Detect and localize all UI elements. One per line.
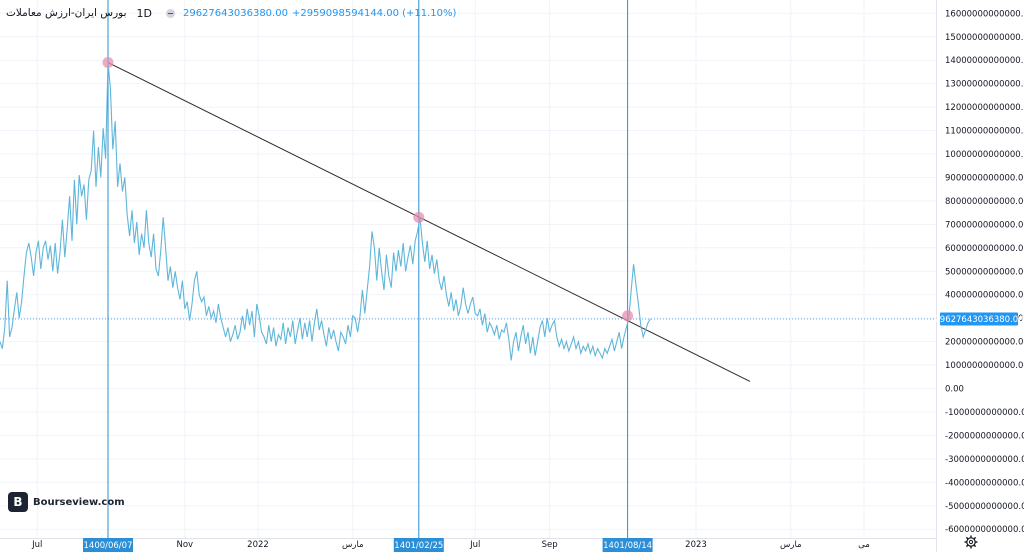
y-tick-label: 7000000000000.00 [945,220,1024,230]
price-tag-box [940,312,1018,326]
y-tick-label: -5000000000000.00 [945,502,1024,512]
y-tick-label: 4000000000000.00 [945,291,1024,301]
y-axis[interactable]: 16000000000000.00 15000000000000.00 140000… [945,9,1024,535]
y-tick-label: 12000000000000.00 [945,103,1024,113]
change-value: +2959098594144.00 (+11.10%) [291,7,457,19]
y-tick-label: 1000000000000.00 [945,361,1024,371]
y-tick-label: 9000000000000.00 [945,173,1024,183]
y-tick-label: 6000000000000.00 [945,244,1024,254]
last-value: 29627643036380.00 [182,7,288,19]
y-tick-label: -3000000000000.00 [945,455,1024,465]
bourseview-logo: B Bourseview.com [8,492,125,512]
y-tick-label: 13000000000000.00 [945,80,1024,90]
timeframe-label[interactable]: 1D [136,6,152,20]
x-tick-label: مارس [780,540,802,550]
x-axis[interactable]: Jul Nov 2022 مارس Jul Sep 2023 مارس می [31,540,870,550]
x-tick-label: 2023 [685,540,707,550]
bourseview-logo-text: Bourseview.com [33,496,125,508]
gear-icon[interactable] [964,535,978,549]
trend-touch-point [413,211,425,223]
date-tag-label: 1400/06/07 [84,541,133,551]
y-tick-label: 0.00 [945,385,964,395]
vertical-markers [107,0,629,538]
x-tick-label: می [858,540,870,550]
last-price-tag: 29627643036380.00 [934,312,1024,326]
vertical-marker-labels: 1400/06/07 1401/02/25 1401/08/14 [83,538,653,552]
y-tick-label: -6000000000000.00 [945,525,1024,535]
trendline[interactable] [107,62,751,382]
y-tick-label: 8000000000000.00 [945,197,1024,207]
x-tick-label: Nov [177,540,194,550]
y-tick-label: -2000000000000.00 [945,431,1024,441]
date-tag-box [602,538,653,552]
x-tick-label: Jul [469,540,480,550]
legend: بورس ایران-ارزش معاملات 1D 2962764303638… [6,4,456,22]
y-tick-label: 15000000000000.00 [945,33,1024,43]
x-tick-label: 2022 [247,540,269,550]
date-tag-box [393,538,444,552]
date-tag-label: 1401/02/25 [394,541,443,551]
y-tick-label: -4000000000000.00 [945,478,1024,488]
y-tick-label: 5000000000000.00 [945,267,1024,277]
x-tick-label: Sep [542,540,558,550]
y-tick-label: 16000000000000.00 [945,9,1024,19]
touch-markers [102,57,634,322]
bourseview-logo-icon: B [8,492,28,512]
date-tag-label: 1401/08/14 [603,541,652,551]
y-tick-label: -1000000000000.00 [945,408,1024,418]
x-tick-label: Jul [31,540,42,550]
trend-touch-point [102,57,114,69]
y-tick-label: 14000000000000.00 [945,56,1024,66]
price-tag-label: 29627643036380.00 [934,315,1023,325]
symbol-title[interactable]: بورس ایران-ارزش معاملات [6,7,127,19]
date-tag-box [83,538,133,552]
visibility-toggle-icon[interactable] [165,8,175,18]
y-tick-label: 11000000000000.00 [945,127,1024,137]
x-tick-label: مارس [342,540,364,550]
y-tick-label: 2000000000000.00 [945,338,1024,348]
y-tick-label: 10000000000000.00 [945,150,1024,160]
trend-touch-point [622,310,634,322]
chart-grid [0,0,936,538]
